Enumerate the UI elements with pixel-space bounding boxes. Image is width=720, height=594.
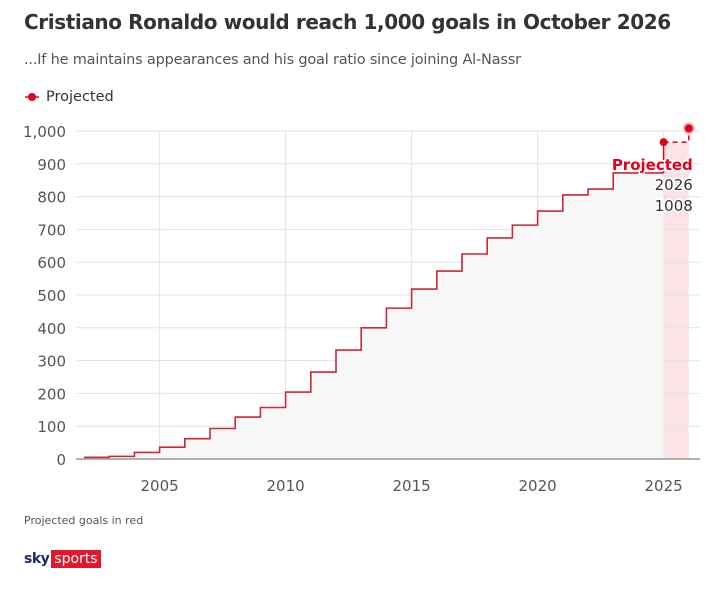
annotation-year: 2026 — [655, 176, 693, 194]
annotation-value: 1008 — [655, 197, 693, 215]
y-tick-label: 900 — [37, 156, 66, 174]
annotation-label: Projected — [612, 156, 693, 174]
y-tick-label: 300 — [37, 353, 66, 371]
projected-point — [684, 124, 693, 133]
logo-sports: sports — [51, 550, 101, 568]
x-tick-label: 2010 — [267, 477, 305, 495]
y-tick-label: 200 — [37, 385, 66, 403]
chart-title: Cristiano Ronaldo would reach 1,000 goal… — [24, 10, 671, 34]
y-tick-label: 400 — [37, 320, 66, 338]
x-tick-label: 2005 — [141, 477, 179, 495]
x-tick-label: 2025 — [645, 477, 683, 495]
logo-sky: sky — [24, 551, 50, 567]
y-tick-label: 500 — [37, 287, 66, 305]
y-tick-label: 100 — [37, 418, 66, 436]
actual-goals-line — [84, 172, 664, 459]
projected-point — [659, 138, 668, 147]
y-tick-label: 800 — [37, 189, 66, 207]
area-fill — [84, 172, 664, 459]
legend-marker-icon — [25, 93, 39, 101]
x-tick-label: 2020 — [519, 477, 557, 495]
x-tick-label: 2015 — [393, 477, 431, 495]
y-tick-label: 700 — [37, 221, 66, 239]
y-tick-label: 1,000 — [23, 123, 66, 141]
legend-label: Projected — [46, 89, 114, 105]
projected-band — [663, 142, 689, 460]
y-tick-label: 0 — [56, 451, 66, 469]
footer-note: Projected goals in red — [24, 514, 144, 527]
chart-subtitle: ...If he maintains appearances and his g… — [24, 52, 521, 68]
sky-sports-logo: sky sports — [24, 550, 101, 568]
legend: Projected — [24, 89, 114, 105]
y-tick-label: 600 — [37, 254, 66, 272]
